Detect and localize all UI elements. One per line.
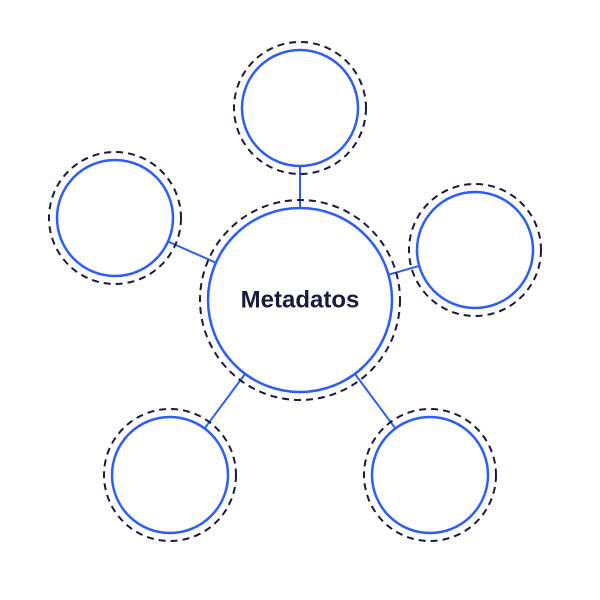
satellite-node [57, 160, 173, 276]
center-node-label: Metadatos [241, 287, 360, 314]
satellite-node [242, 50, 358, 166]
satellite-node [417, 192, 533, 308]
metadata-diagram: Metadatos [0, 0, 600, 600]
edge [355, 374, 396, 429]
edge [205, 374, 246, 429]
satellite-node [372, 417, 488, 533]
edge [388, 266, 419, 275]
satellite-node [112, 417, 228, 533]
